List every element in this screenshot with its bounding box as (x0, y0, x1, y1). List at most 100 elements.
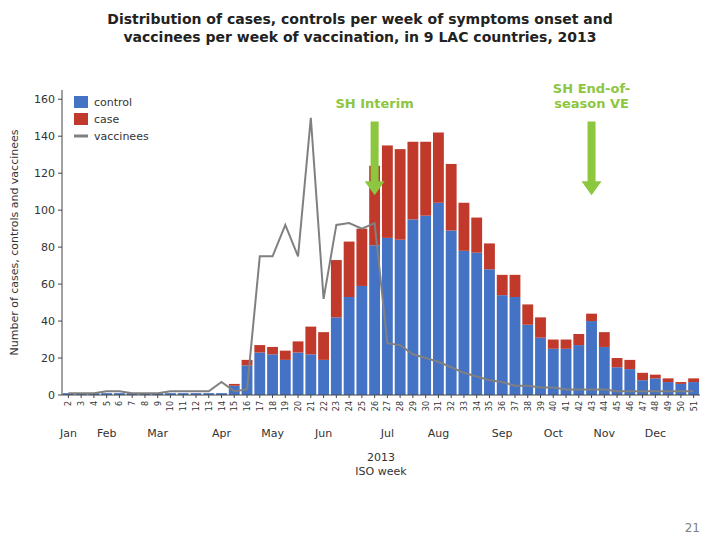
x-tick-label: 50 (677, 401, 686, 411)
x-tick-label: 47 (639, 401, 648, 411)
x-tick (387, 395, 388, 398)
y-tick (58, 210, 62, 211)
x-tick (170, 395, 171, 398)
bar (318, 360, 329, 395)
y-tick-label: 80 (41, 241, 55, 254)
x-tick (425, 395, 426, 398)
x-tick-label: 34 (473, 401, 482, 411)
x-tick (668, 395, 669, 398)
bar (395, 149, 406, 240)
y-tick (58, 321, 62, 322)
bar (254, 345, 265, 352)
y-tick-label: 60 (41, 278, 55, 291)
x-tick-label: 14 (218, 401, 227, 411)
x-tick (693, 395, 694, 398)
bar (420, 142, 431, 216)
x-tick-label: 18 (269, 401, 278, 411)
x-tick (208, 395, 209, 398)
y-tick-label: 100 (34, 204, 55, 217)
x-tick (591, 395, 592, 398)
bar (395, 240, 406, 395)
annotation-arrow (365, 121, 385, 195)
x-tick (195, 395, 196, 398)
bar (688, 378, 699, 382)
bar (229, 384, 240, 386)
x-tick-label: 49 (664, 401, 673, 411)
x-tick-label: 24 (345, 401, 354, 411)
x-tick (119, 395, 120, 398)
bar (331, 260, 342, 317)
y-axis-label: Number of cases, controls and vaccinees (8, 129, 21, 355)
y-tick (58, 247, 62, 248)
bar (293, 352, 304, 395)
chart: Distribution of cases, controls per week… (0, 0, 720, 540)
x-tick (298, 395, 299, 398)
x-tick-label: 10 (166, 401, 175, 411)
x-tick-label: 17 (256, 401, 265, 411)
line (68, 118, 693, 393)
bar (599, 332, 610, 347)
x-tick-label: 19 (281, 401, 290, 411)
x-tick (361, 395, 362, 398)
title: Distribution of cases, controls per week… (107, 11, 612, 45)
x-tick (144, 395, 145, 398)
y-tick-label: 140 (34, 130, 55, 143)
x-tick-label: 35 (485, 401, 494, 411)
x-tick-label: 2 (64, 401, 73, 406)
x-tick-label: 8 (141, 401, 150, 406)
x-tick-label: 41 (562, 401, 571, 411)
bar (637, 380, 648, 395)
legend-swatch (74, 113, 88, 125)
bar (305, 327, 316, 355)
legend-swatch (74, 96, 88, 108)
bar (318, 332, 329, 360)
x-tick (566, 395, 567, 398)
month-label: Oct (544, 427, 564, 440)
x-tick-label: 43 (588, 401, 597, 411)
x-tick-label: 4 (90, 401, 99, 406)
x-tick-label: 27 (383, 401, 392, 411)
x-tick-label: 30 (422, 401, 431, 411)
plot-area (63, 118, 699, 395)
month-label: Jul (380, 427, 394, 440)
bar (624, 360, 635, 369)
x-tick (259, 395, 260, 398)
x-tick-label: 28 (396, 401, 405, 411)
x-tick (514, 395, 515, 398)
bar (522, 325, 533, 395)
month-label: Jun (314, 427, 332, 440)
x-tick (438, 395, 439, 398)
bar (407, 142, 418, 220)
bar (471, 253, 482, 395)
month-label: Jan (59, 427, 77, 440)
x-tick-label: 51 (690, 401, 699, 411)
x-tick (310, 395, 311, 398)
bar (650, 375, 661, 379)
x-tick-label: 12 (192, 401, 201, 411)
bar (471, 218, 482, 253)
x-tick-label: 13 (205, 401, 214, 411)
bar (510, 297, 521, 395)
bar (586, 314, 597, 321)
bar (178, 393, 189, 394)
bar (484, 243, 495, 269)
bar (484, 269, 495, 395)
x-tick (374, 395, 375, 398)
bar (637, 373, 648, 380)
bar (331, 317, 342, 395)
x-tick (106, 395, 107, 398)
bar (599, 347, 610, 395)
x-tick-label: 9 (154, 401, 163, 406)
y-tick-label: 20 (41, 352, 55, 365)
bar (650, 378, 661, 395)
month-label: Sep (492, 427, 513, 440)
x-tick-label: 44 (600, 401, 609, 411)
x-tick (629, 395, 630, 398)
bar (382, 145, 393, 237)
x-tick (412, 395, 413, 398)
bar (280, 351, 291, 360)
x-tick-label: 32 (447, 401, 456, 411)
x-tick (642, 395, 643, 398)
month-label: May (261, 427, 284, 440)
month-label: Aug (428, 427, 449, 440)
